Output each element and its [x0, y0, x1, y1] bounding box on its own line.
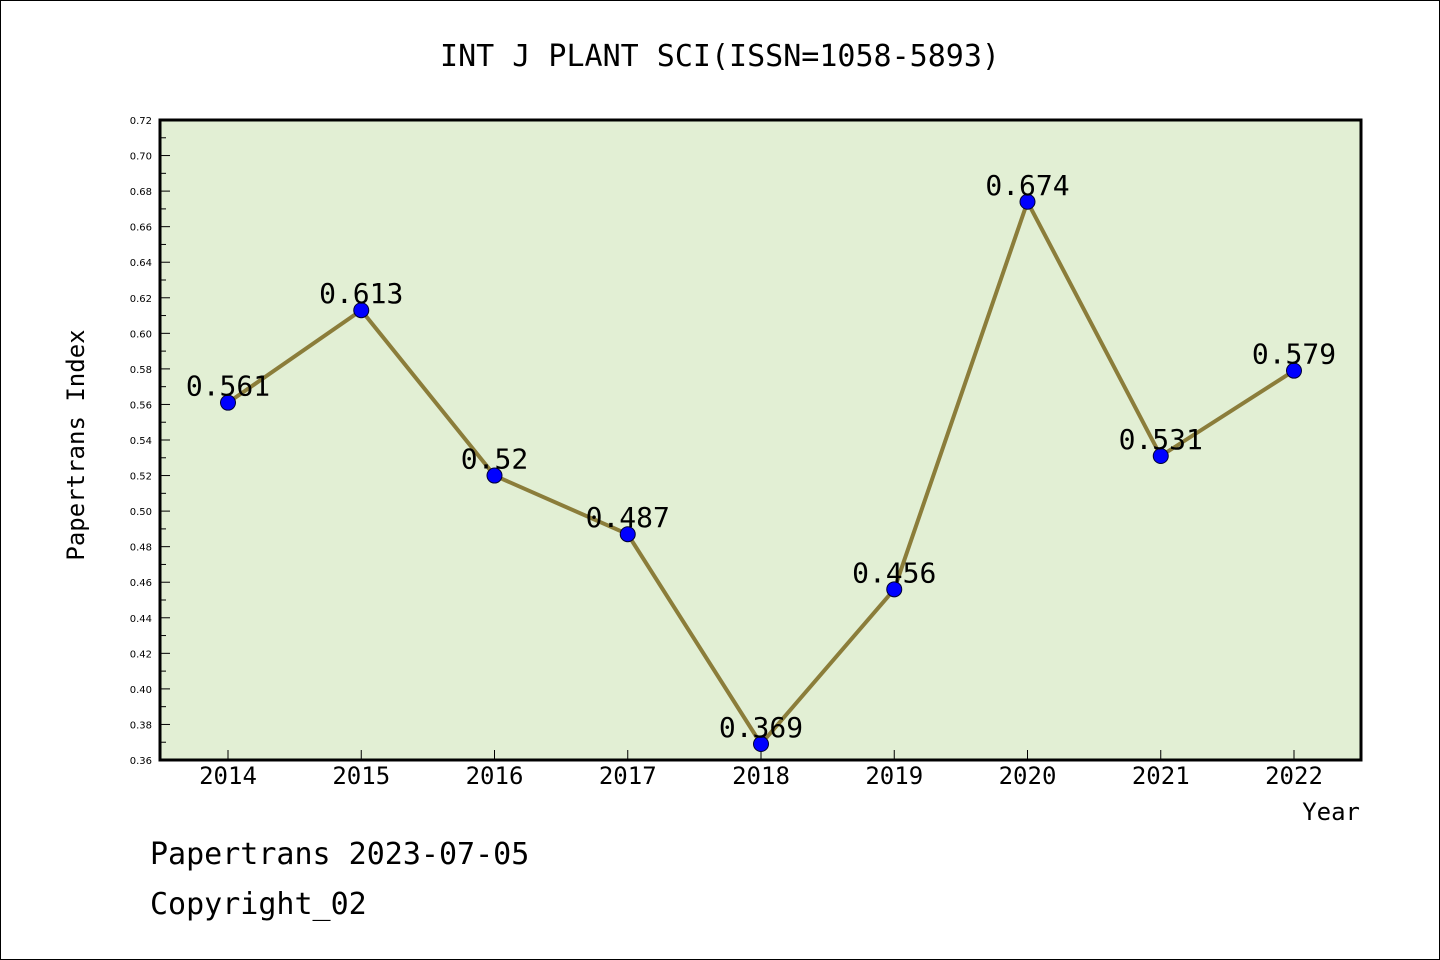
- data-point: [1286, 362, 1302, 379]
- y-tick-label: 0.62: [130, 294, 152, 305]
- data-label: 0.52: [461, 443, 528, 476]
- y-tick-label: 0.44: [130, 614, 152, 625]
- data-label: 0.487: [586, 501, 670, 534]
- footer-date: Papertrans 2023-07-05: [150, 837, 529, 872]
- y-tick-label: 0.38: [130, 720, 152, 731]
- y-tick-label: 0.54: [130, 436, 152, 447]
- y-tick-label: 0.40: [130, 685, 152, 696]
- x-tick-label: 2018: [732, 762, 790, 790]
- y-tick-label: 0.58: [130, 365, 152, 376]
- y-tick-label: 0.60: [130, 329, 152, 340]
- y-tick-label: 0.66: [130, 223, 152, 234]
- x-axis-label: Year: [1302, 798, 1360, 826]
- y-tick-label: 0.52: [130, 472, 152, 483]
- data-label: 0.674: [985, 169, 1069, 202]
- series-markers: [220, 193, 1302, 752]
- y-tick-label: 0.36: [130, 756, 152, 767]
- data-point: [619, 526, 636, 543]
- plot-border: [158, 118, 1363, 762]
- y-tick-label: 0.72: [130, 116, 152, 127]
- x-tick-label: 2015: [332, 762, 390, 790]
- data-point: [220, 394, 236, 411]
- data-label: 0.369: [719, 711, 803, 744]
- data-point: [353, 302, 370, 319]
- footer-copyright: Copyright_02: [150, 887, 367, 922]
- y-tick-label: 0.70: [130, 152, 152, 163]
- y-axis-label: Papertrans Index: [62, 329, 90, 560]
- data-point: [1152, 448, 1169, 464]
- x-tick-label: 2022: [1265, 762, 1323, 790]
- data-label: 0.456: [852, 556, 936, 589]
- y-tick-label: 0.42: [130, 649, 152, 660]
- data-label: 0.613: [319, 277, 403, 310]
- x-tick-label: 2017: [599, 762, 657, 790]
- x-tick-label: 2020: [999, 762, 1057, 790]
- x-tick-label: 2019: [865, 762, 923, 790]
- data-point: [886, 581, 903, 598]
- data-label: 0.579: [1252, 338, 1336, 371]
- data-label: 0.561: [186, 370, 270, 403]
- y-tick-label: 0.56: [130, 400, 152, 411]
- plot-area: [160, 120, 1361, 760]
- y-tick-label: 0.68: [130, 187, 152, 198]
- data-point: [1019, 193, 1036, 210]
- data-point: [753, 736, 769, 752]
- y-tick-label: 0.46: [130, 578, 152, 589]
- data-labels: 0.561 0.613 0.52 0.487 0.369 0.456 0.674 0.531 0…: [186, 169, 1336, 744]
- x-tick-label: 2016: [466, 762, 524, 790]
- data-point: [486, 467, 503, 484]
- x-tick-label: 2014: [199, 762, 257, 790]
- y-tick-label: 0.64: [130, 258, 152, 269]
- x-tick-label: 2021: [1132, 762, 1190, 790]
- y-tick-label: 0.50: [130, 507, 152, 518]
- chart-title: INT J PLANT SCI(ISSN=1058-5893): [440, 39, 1000, 74]
- x-axis: 2014 2015 2016 2017 2018 2019 2020 2021 2022: [199, 750, 1323, 790]
- y-tick-label: 0.48: [130, 543, 152, 554]
- data-label: 0.531: [1119, 423, 1203, 456]
